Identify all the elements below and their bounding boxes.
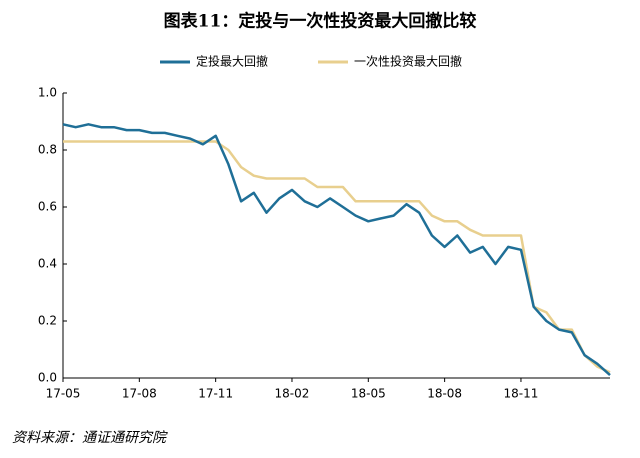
x-tick-label: 18-05 — [351, 387, 386, 401]
source: 资料来源：通证通研究院 — [12, 430, 168, 446]
x-tick-label: 17-08 — [122, 387, 157, 401]
y-tick-label: 1.0 — [38, 86, 57, 100]
x-tick-label: 17-05 — [46, 387, 81, 401]
x-tick-label: 17-11 — [198, 387, 233, 401]
y-tick-label: 0.6 — [38, 200, 57, 214]
chart-title: 图表11：定投与一次性投资最大回撤比较 — [164, 11, 477, 32]
y-tick-label: 0.2 — [38, 314, 57, 328]
y-tick-label: 0.8 — [38, 143, 57, 157]
legend-label: 一次性投资最大回撤 — [354, 54, 462, 69]
x-tick-label: 18-02 — [275, 387, 310, 401]
legend-label: 定投最大回撤 — [196, 54, 268, 69]
line-series — [62, 123, 611, 377]
x-tick-label: 18-11 — [504, 387, 539, 401]
y-tick-label: 0.0 — [38, 371, 57, 385]
line-series — [63, 140, 611, 374]
y-tick-label: 0.4 — [38, 257, 57, 271]
x-tick-label: 18-08 — [427, 387, 462, 401]
